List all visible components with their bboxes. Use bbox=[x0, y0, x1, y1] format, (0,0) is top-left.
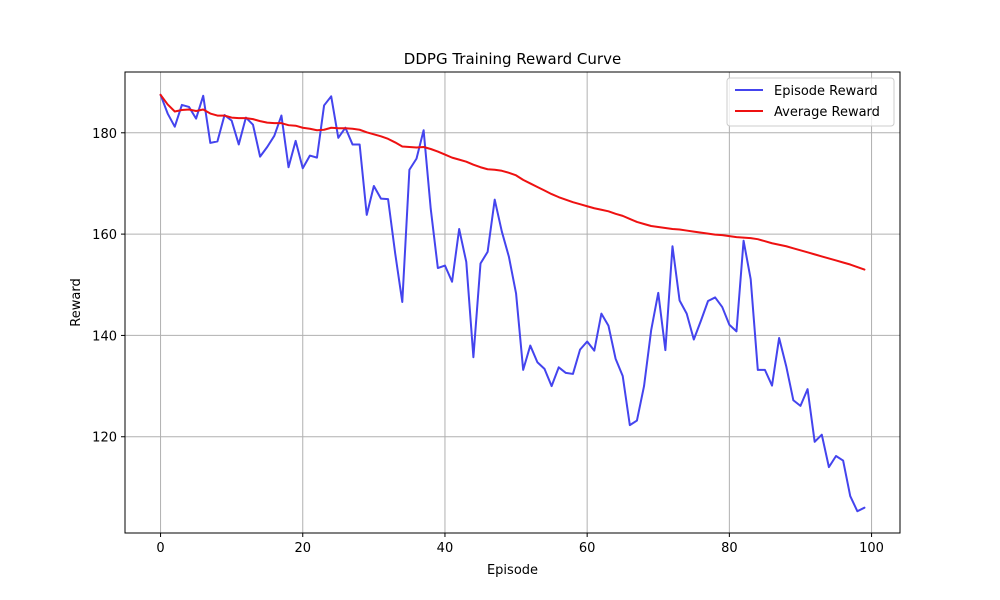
ticks: 0 20 40 60 80 100 120 140 160 180 bbox=[92, 127, 884, 556]
legend: Episode Reward Average Reward bbox=[726, 77, 895, 127]
x-tick-label: 100 bbox=[859, 541, 884, 556]
legend-label-average-reward: Average Reward bbox=[774, 105, 880, 120]
legend-label-episode-reward: Episode Reward bbox=[774, 84, 878, 99]
series-group bbox=[159, 93, 866, 513]
plot-frame bbox=[124, 71, 901, 534]
y-tick-label: 160 bbox=[92, 228, 117, 243]
x-tick-label: 40 bbox=[437, 541, 454, 556]
x-axis-label: Episode bbox=[487, 563, 538, 578]
y-axis-label: Reward bbox=[69, 278, 84, 326]
x-tick-label: 60 bbox=[579, 541, 596, 556]
legend-box bbox=[726, 77, 895, 127]
series-line-average-reward bbox=[159, 93, 866, 271]
x-tick-label: 0 bbox=[156, 541, 164, 556]
x-tick-label: 20 bbox=[294, 541, 311, 556]
x-tick-label: 80 bbox=[721, 541, 738, 556]
grid bbox=[125, 72, 900, 533]
y-tick-label: 120 bbox=[92, 431, 117, 446]
series-line-episode-reward bbox=[159, 93, 866, 513]
y-tick-label: 140 bbox=[92, 329, 117, 344]
y-tick-label: 180 bbox=[92, 127, 117, 142]
chart-title: DDPG Training Reward Curve bbox=[404, 50, 621, 68]
